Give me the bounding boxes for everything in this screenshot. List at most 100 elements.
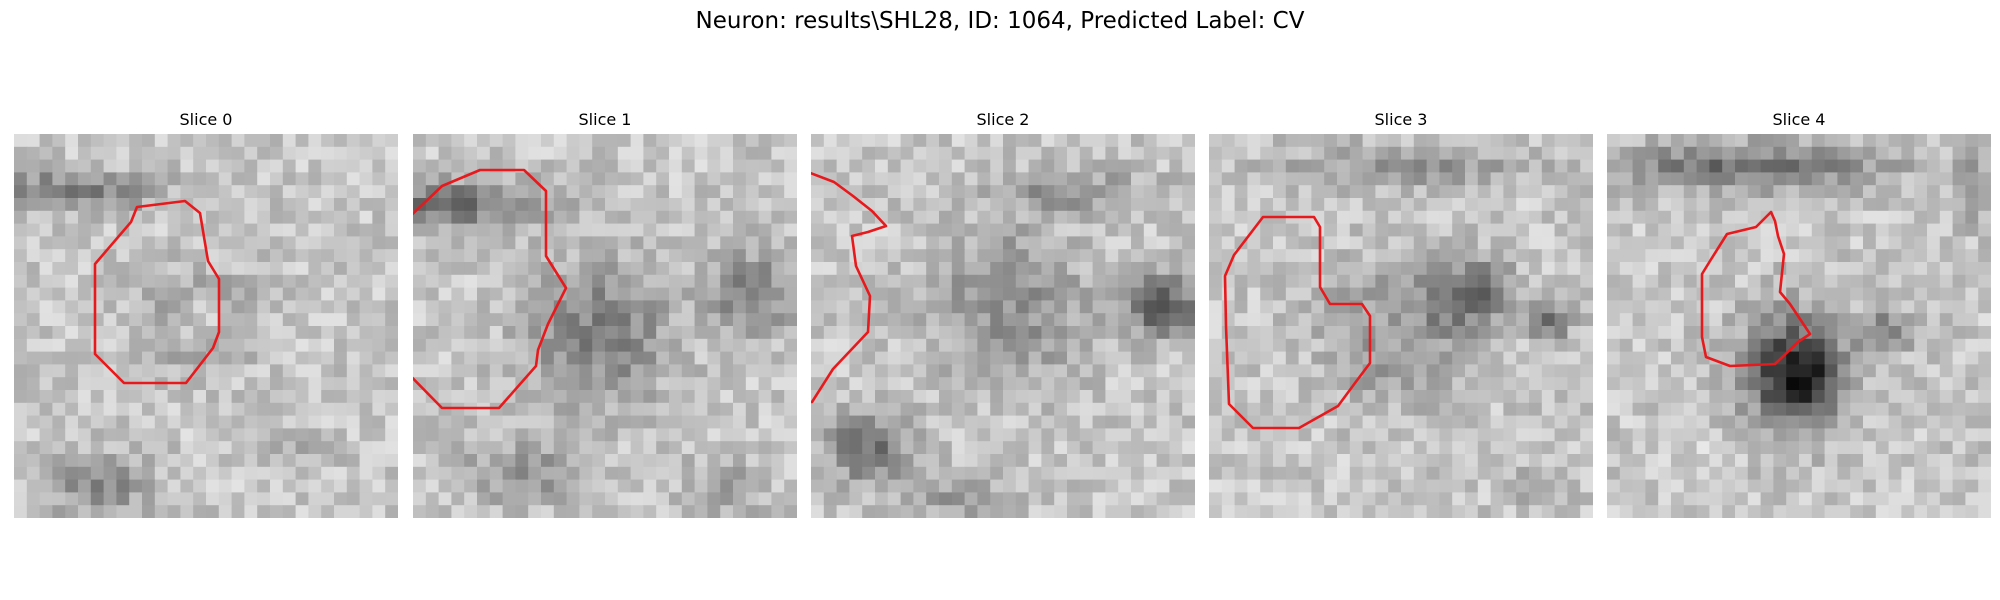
image-pixel [116, 249, 130, 263]
image-pixel [1516, 313, 1530, 327]
image-pixel [592, 415, 606, 429]
image-pixel [14, 134, 28, 148]
image-pixel [630, 351, 644, 365]
image-pixel [489, 415, 503, 429]
image-pixel [823, 146, 837, 160]
image-pixel [1811, 441, 1825, 455]
image-pixel [1209, 236, 1223, 250]
image-pixel [180, 159, 194, 173]
image-pixel [1952, 159, 1966, 173]
image-pixel [745, 236, 759, 250]
image-pixel [977, 479, 991, 493]
image-pixel [295, 223, 309, 237]
image-pixel [1619, 402, 1633, 416]
slice-panel-4: Slice 4 [1607, 108, 1991, 518]
image-pixel [1388, 441, 1402, 455]
image-pixel [231, 402, 245, 416]
image-pixel [1221, 172, 1235, 186]
image-pixel [1875, 505, 1889, 518]
image-pixel [771, 390, 785, 404]
image-pixel [1978, 351, 1991, 365]
image-pixel [26, 428, 40, 442]
image-pixel [617, 428, 631, 442]
image-pixel [1978, 210, 1991, 224]
image-pixel [720, 492, 734, 506]
image-pixel [1401, 300, 1415, 314]
image-pixel [528, 134, 542, 148]
image-pixel [1671, 185, 1685, 199]
image-pixel [1965, 492, 1979, 506]
image-pixel [346, 210, 360, 224]
image-pixel [1143, 134, 1157, 148]
image-pixel [321, 300, 335, 314]
image-pixel [231, 198, 245, 212]
image-pixel [1156, 287, 1170, 301]
image-pixel [758, 338, 772, 352]
image-pixel [1260, 198, 1274, 212]
image-pixel [515, 466, 529, 480]
image-pixel [385, 210, 398, 224]
image-pixel [605, 313, 619, 327]
image-pixel [1607, 159, 1621, 173]
image-pixel [1105, 262, 1119, 276]
image-pixel [1541, 236, 1555, 250]
image-pixel [52, 466, 66, 480]
image-pixel [1632, 198, 1646, 212]
image-pixel [541, 198, 555, 212]
image-pixel [643, 364, 657, 378]
image-pixel [1273, 351, 1287, 365]
image-pixel [464, 441, 478, 455]
slice-image [811, 134, 1195, 518]
image-pixel [1824, 441, 1838, 455]
image-pixel [1054, 441, 1068, 455]
image-pixel [1465, 326, 1479, 340]
image-pixel [1901, 249, 1915, 263]
image-pixel [1092, 454, 1106, 468]
image-pixel [553, 185, 567, 199]
image-pixel [592, 223, 606, 237]
image-pixel [630, 236, 644, 250]
image-pixel [26, 287, 40, 301]
image-pixel [1324, 390, 1338, 404]
image-pixel [1477, 505, 1491, 518]
image-pixel [1118, 210, 1132, 224]
image-pixel [413, 262, 427, 276]
image-pixel [1324, 262, 1338, 276]
image-pixel [142, 479, 156, 493]
image-pixel [1079, 313, 1093, 327]
image-pixel [295, 287, 309, 301]
image-pixel [372, 274, 386, 288]
image-pixel [1131, 505, 1145, 518]
image-pixel [694, 492, 708, 506]
image-pixel [464, 274, 478, 288]
image-pixel [502, 441, 516, 455]
image-pixel [1054, 198, 1068, 212]
image-pixel [1619, 159, 1633, 173]
image-pixel [413, 402, 427, 416]
image-pixel [502, 428, 516, 442]
image-pixel [142, 454, 156, 468]
image-pixel [321, 198, 335, 212]
image-pixel [1067, 210, 1081, 224]
image-pixel [784, 351, 797, 365]
image-pixel [372, 428, 386, 442]
image-pixel [1375, 313, 1389, 327]
image-pixel [1182, 492, 1195, 506]
image-pixel [951, 505, 965, 518]
image-pixel [1298, 223, 1312, 237]
image-pixel [1401, 466, 1415, 480]
image-pixel [1709, 415, 1723, 429]
image-pixel [669, 390, 683, 404]
image-pixel [425, 479, 439, 493]
image-pixel [244, 236, 258, 250]
image-pixel [1683, 402, 1697, 416]
image-pixel [1503, 262, 1517, 276]
image-pixel [244, 390, 258, 404]
image-pixel [913, 249, 927, 263]
image-pixel [65, 159, 79, 173]
image-pixel [1811, 274, 1825, 288]
image-pixel [1426, 364, 1440, 378]
image-pixel [1118, 351, 1132, 365]
image-pixel [1516, 249, 1530, 263]
image-pixel [334, 364, 348, 378]
